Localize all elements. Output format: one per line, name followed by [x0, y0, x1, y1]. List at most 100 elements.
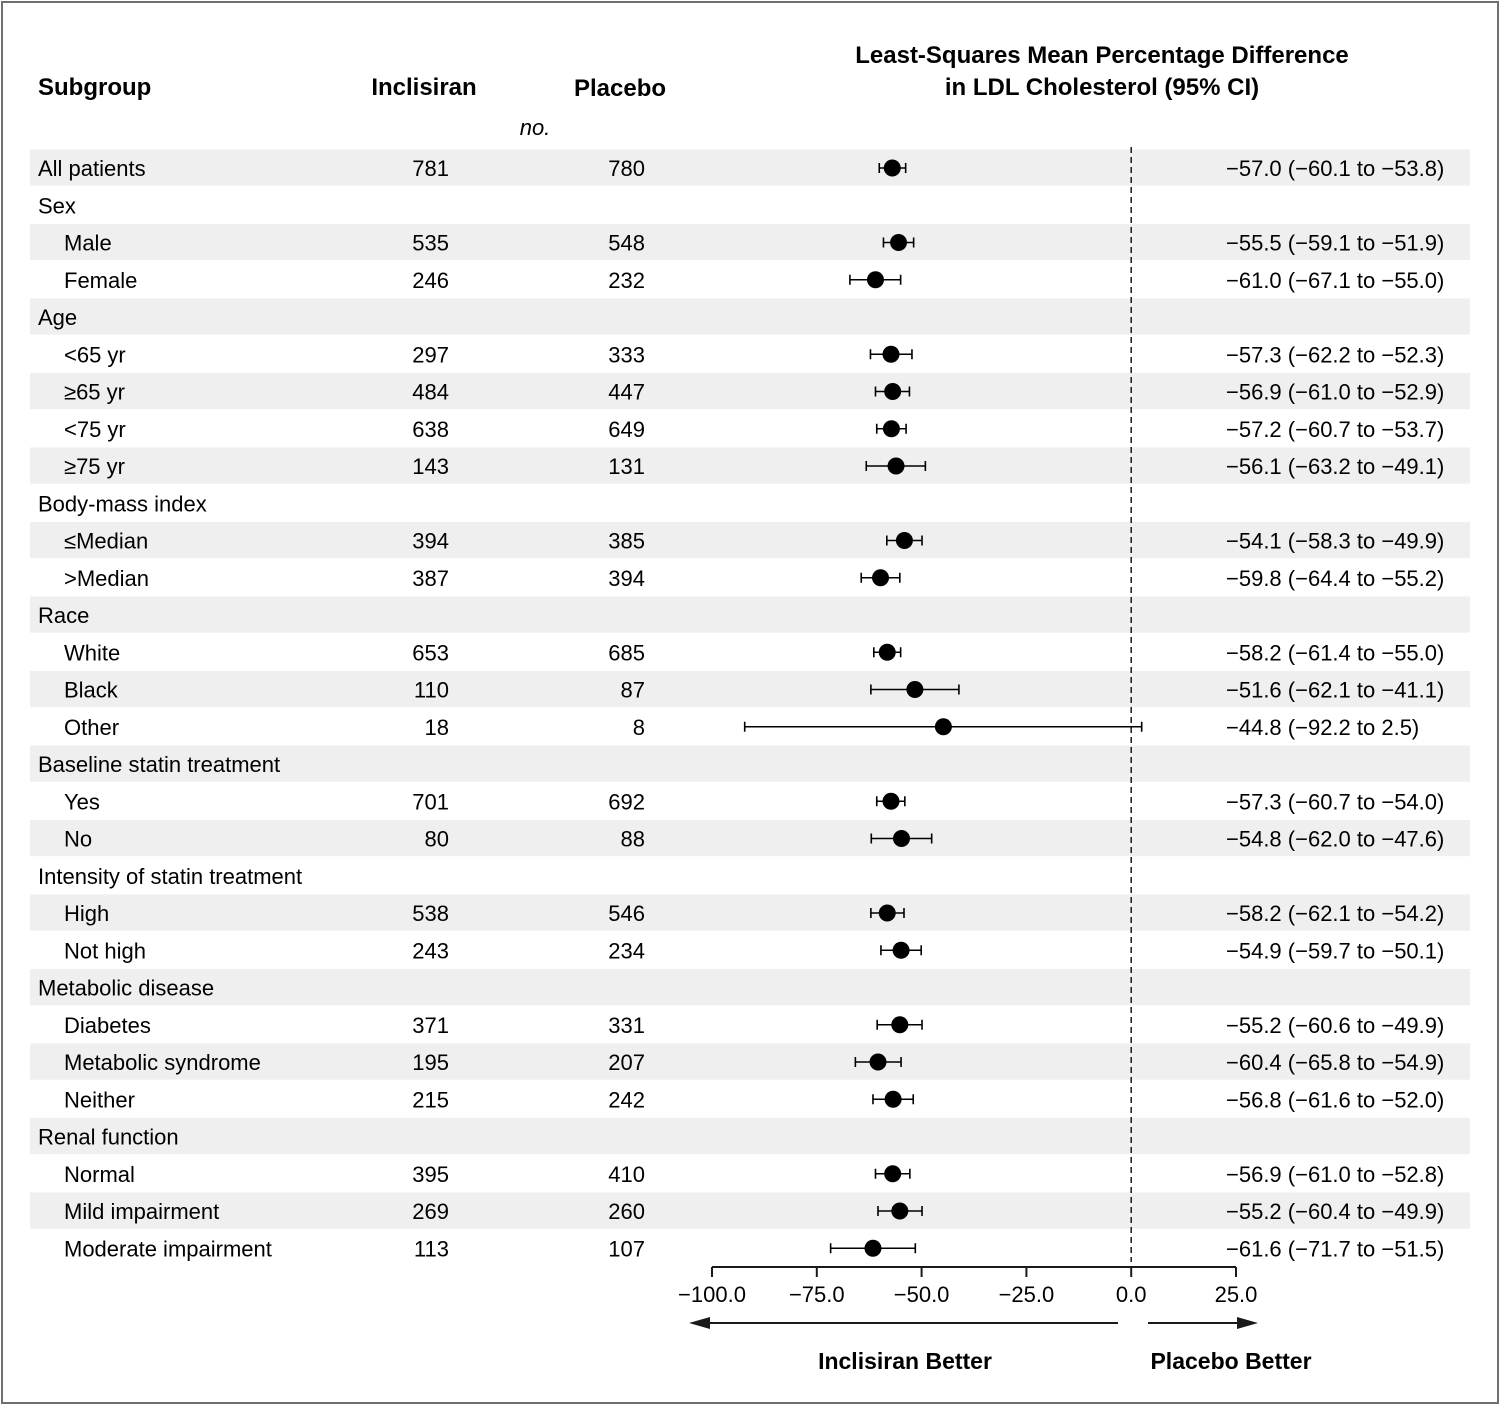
ci-value-text: −56.9 (−61.0 to −52.9) — [1226, 380, 1444, 405]
subgroup-label: Neither — [64, 1087, 135, 1112]
subgroup-label: Sex — [38, 193, 76, 218]
inclisiran-count: 394 — [412, 529, 449, 554]
row-shading — [30, 1192, 1470, 1229]
ci-value-text: −58.2 (−62.1 to −54.2) — [1226, 901, 1444, 926]
ci-value-text: −54.9 (−59.7 to −50.1) — [1226, 938, 1444, 963]
subgroup-label: Renal function — [38, 1125, 179, 1150]
ci-value-text: −54.1 (−58.3 to −49.9) — [1226, 529, 1444, 554]
inclisiran-count: 653 — [412, 640, 449, 665]
subgroup-label: Yes — [64, 789, 100, 814]
point-estimate — [882, 345, 900, 363]
point-estimate — [884, 383, 902, 400]
inclisiran-count: 269 — [412, 1199, 449, 1224]
point-estimate — [934, 718, 952, 736]
subgroup-label: Intensity of statin treatment — [38, 864, 302, 889]
placebo-count: 546 — [608, 901, 645, 926]
placebo-count: 548 — [608, 231, 645, 256]
point-estimate — [884, 1090, 902, 1108]
point-estimate — [883, 159, 901, 177]
row-shading — [30, 298, 1470, 335]
inclisiran-count: 113 — [414, 1236, 449, 1261]
inclisiran-count: 484 — [412, 380, 449, 405]
ci-value-text: −57.3 (−60.7 to −54.0) — [1226, 789, 1444, 814]
row-shading — [30, 223, 1470, 261]
point-estimate — [895, 532, 913, 549]
point-estimate — [891, 1016, 909, 1034]
point-estimate — [878, 904, 896, 922]
inclisiran-count: 243 — [412, 938, 449, 963]
x-tick-label: 25.0 — [1215, 1282, 1258, 1307]
effect-header-line2: in LDL Cholesterol (95% CI) — [945, 74, 1259, 101]
row-shading — [30, 968, 1470, 1006]
point-estimate — [869, 1053, 887, 1071]
placebo-count: 242 — [608, 1087, 645, 1112]
placebo-count: 87 — [621, 678, 645, 703]
right-arrow-label: Placebo Better — [1150, 1348, 1311, 1374]
subgroup-label: >Median — [64, 566, 149, 591]
subgroup-label: ≥65 yr — [64, 380, 125, 405]
subgroup-label: Metabolic disease — [38, 976, 214, 1001]
placebo-count: 692 — [608, 789, 645, 814]
placebo-count: 394 — [608, 566, 645, 591]
subgroup-label: Metabolic syndrome — [64, 1050, 261, 1075]
point-estimate — [878, 643, 896, 661]
ci-value-text: −56.1 (−63.2 to −49.1) — [1226, 454, 1444, 479]
row-shading — [30, 894, 1470, 931]
inclisiran-count: 215 — [412, 1087, 449, 1112]
point-estimate — [866, 271, 884, 289]
inclisiran-count: 297 — [412, 342, 449, 367]
placebo-count: 385 — [608, 529, 645, 554]
placebo-count: 232 — [608, 268, 645, 293]
effect-header-line1: Least-Squares Mean Percentage Difference — [855, 42, 1349, 69]
ci-value-text: −56.9 (−61.0 to −52.8) — [1226, 1162, 1444, 1187]
ci-value-text: −61.6 (−71.7 to −51.5) — [1226, 1236, 1444, 1261]
inclisiran-count: 110 — [414, 678, 449, 703]
subgroup-label: Black — [64, 678, 119, 703]
x-tick-label: −25.0 — [999, 1282, 1055, 1307]
x-axis: −100.0 −75.0 −50.0 −25.0 0.0 25.0 — [678, 1266, 1258, 1307]
inclisiran-header: Inclisiran — [371, 74, 476, 101]
subgroup-label: Other — [64, 715, 119, 740]
placebo-count: 207 — [608, 1050, 645, 1075]
point-estimate — [882, 792, 900, 810]
subgroup-label: White — [64, 640, 120, 665]
point-estimate — [892, 941, 910, 959]
inclisiran-count: 371 — [412, 1013, 449, 1038]
inclisiran-count: 535 — [412, 231, 449, 256]
subgroup-label: Male — [64, 231, 112, 256]
inclisiran-count: 395 — [412, 1162, 449, 1187]
point-estimate — [890, 234, 908, 251]
left-direction-arrow — [689, 1317, 1118, 1329]
inclisiran-count: 387 — [412, 566, 449, 591]
ci-value-text: −57.0 (−60.1 to −53.8) — [1226, 156, 1444, 181]
inclisiran-count: 80 — [425, 827, 449, 852]
left-arrow-label: Inclisiran Better — [818, 1348, 992, 1374]
subgroup-label: High — [64, 901, 109, 926]
placebo-count: 685 — [608, 640, 645, 665]
inclisiran-count: 143 — [412, 454, 449, 479]
subgroup-label: Age — [38, 305, 77, 330]
subgroup-label: Body-mass index — [38, 491, 207, 516]
row-shading — [30, 372, 1470, 410]
subgroup-label: Baseline statin treatment — [38, 752, 280, 777]
x-tick-label: −50.0 — [894, 1282, 950, 1307]
subgroup-header: Subgroup — [38, 74, 151, 101]
row-shading — [30, 447, 1470, 484]
x-tick-label: 0.0 — [1116, 1282, 1147, 1307]
row-shading — [30, 745, 1470, 782]
ci-value-text: −56.8 (−61.6 to −52.0) — [1226, 1087, 1444, 1112]
subgroup-rows: All patients 781 780 −57.0 (−60.1 to −53.8)… — [38, 156, 1444, 1261]
inclisiran-count: 18 — [425, 715, 449, 740]
subgroup-label: No — [64, 827, 92, 852]
point-estimate — [882, 420, 900, 438]
inclisiran-count: 538 — [412, 901, 449, 926]
ci-value-text: −57.2 (−60.7 to −53.7) — [1226, 417, 1444, 442]
inclisiran-count: 701 — [412, 789, 449, 814]
subgroup-label: Not high — [64, 938, 146, 963]
placebo-header: Placebo — [574, 75, 666, 102]
row-shading — [30, 149, 1470, 186]
placebo-count: 234 — [608, 938, 645, 963]
subgroup-label: <65 yr — [64, 342, 126, 367]
